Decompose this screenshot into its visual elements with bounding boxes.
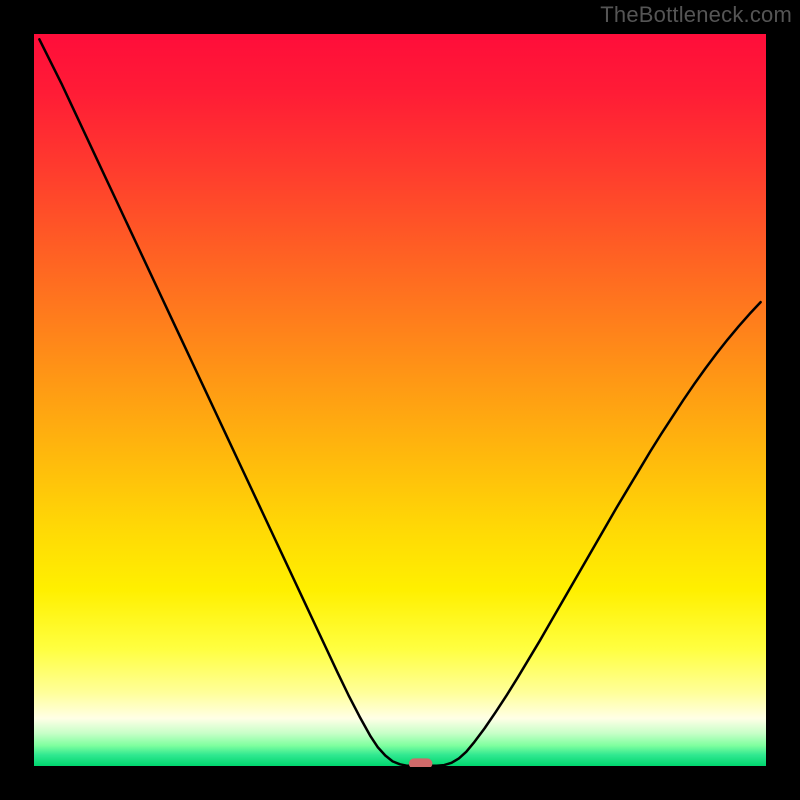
watermark-text: TheBottleneck.com <box>600 2 792 28</box>
bottleneck-chart <box>0 0 800 800</box>
chart-background-gradient <box>34 34 766 766</box>
